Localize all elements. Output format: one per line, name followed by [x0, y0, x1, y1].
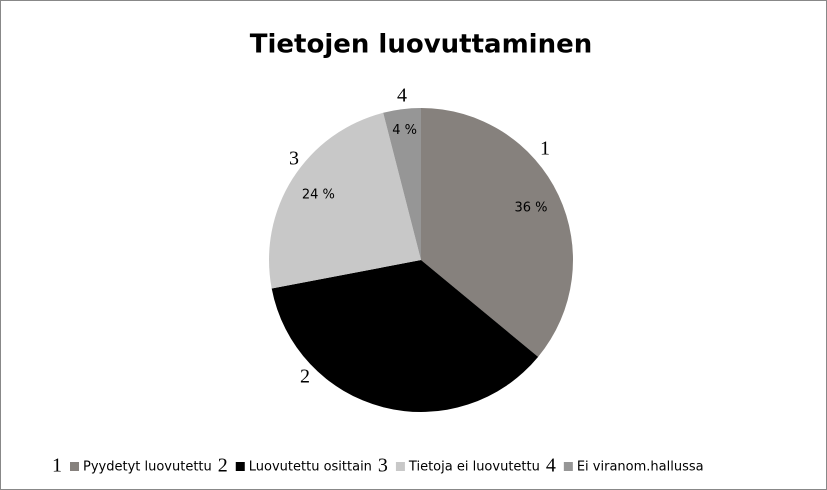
data-label: 4 % — [392, 123, 417, 138]
pie-slice — [421, 108, 574, 357]
legend-label: Pyydetyt luovutettu — [83, 460, 212, 475]
pie-slice — [269, 112, 421, 289]
pie-slice — [383, 108, 421, 260]
slice-number: 1 — [540, 138, 550, 160]
legend-number: 3 — [378, 455, 388, 477]
slice-number: 3 — [289, 148, 299, 170]
legend-number: 2 — [218, 455, 228, 477]
data-label: 24 % — [302, 187, 335, 202]
legend-swatch — [563, 462, 573, 471]
legend-swatch — [235, 462, 245, 471]
legend-number: 4 — [546, 455, 556, 477]
pie-slice — [271, 260, 539, 413]
legend-swatch — [395, 462, 405, 471]
slice-number: 2 — [300, 366, 310, 388]
legend-swatch — [70, 462, 79, 471]
legend-label: Ei viranom.hallussa — [577, 460, 704, 475]
slice-number: 4 — [397, 85, 407, 107]
legend-number: 1 — [52, 455, 62, 477]
chart-title: Tietojen luovuttaminen — [250, 30, 592, 60]
legend-label: Tietoja ei luovutettu — [408, 460, 540, 475]
data-label: 36 % — [515, 201, 548, 216]
legend-label: Luovutettu osittain — [249, 460, 372, 475]
